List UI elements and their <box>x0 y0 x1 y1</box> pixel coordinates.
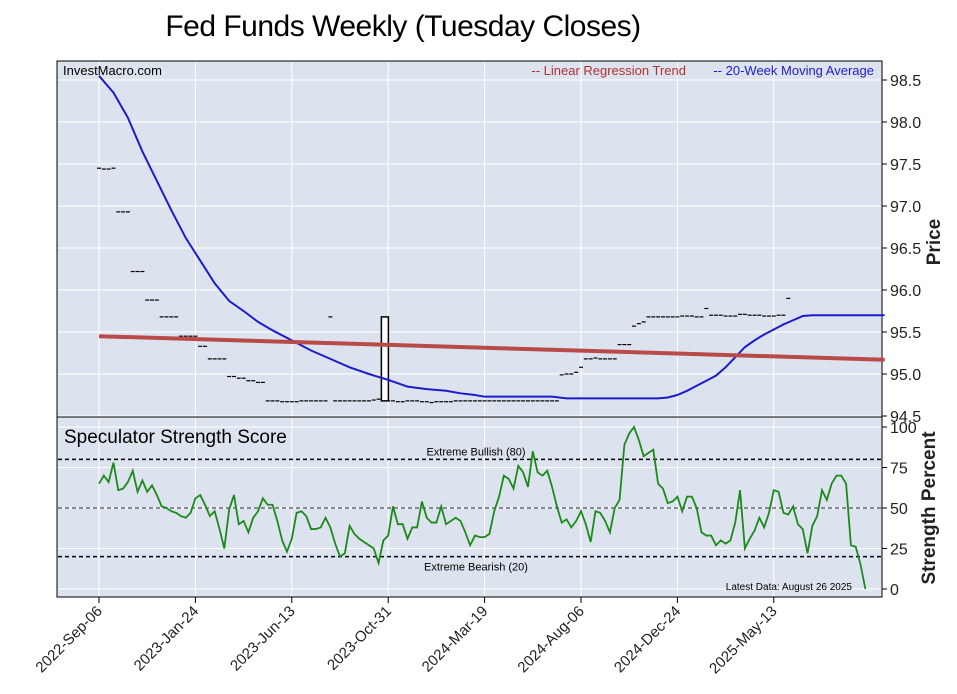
latest-data-note: Latest Data: August 26 2025 <box>726 582 853 593</box>
price-spike-candle <box>380 316 390 402</box>
chart-title: Fed Funds Weekly (Tuesday Closes) <box>165 10 641 43</box>
strength-panel-title: Speculator Strength Score <box>64 427 287 448</box>
x-tick-label: 2024-Aug-06 <box>514 603 587 676</box>
strength-y-axis: 100 75 50 25 0 <box>882 420 917 599</box>
x-axis: 2022-Sep-06 2023-Jan-24 2023-Jun-13 2023-Oc… <box>32 597 781 678</box>
price-marks <box>97 75 885 404</box>
x-tick-label: 2022-Sep-06 <box>32 603 105 676</box>
strength-tick-label: 75 <box>890 461 908 478</box>
x-tick-label: 2025-May-13 <box>706 603 781 678</box>
legend-regression: -- Linear Regression Trend <box>531 63 686 78</box>
strength-axis-label: Strength Percent <box>919 431 940 585</box>
price-axis-label: Price <box>924 219 945 265</box>
regression-trend-line <box>98 334 885 362</box>
strength-tick-label: 50 <box>890 501 908 518</box>
strength-tick-label: 25 <box>890 542 908 559</box>
x-tick-label: 2023-Oct-31 <box>324 603 395 674</box>
price-tick-label: 98.5 <box>890 73 921 90</box>
reference-label-20: Extreme Bearish (20) <box>424 562 528 574</box>
price-tick-label: 97.5 <box>890 157 921 174</box>
reference-label-80: Extreme Bullish (80) <box>426 446 525 458</box>
strength-score-line <box>98 425 867 590</box>
x-tick-label: 2023-Jan-24 <box>131 603 203 675</box>
strength-panel <box>56 416 883 598</box>
strength-tick-label: 0 <box>890 582 899 599</box>
moving-average-line <box>98 75 885 400</box>
price-panel <box>56 60 883 418</box>
price-tick-label: 98.0 <box>890 115 921 132</box>
price-grid <box>58 62 881 417</box>
price-tick-label: 96.5 <box>890 241 921 258</box>
price-tick-label: 95.5 <box>890 325 921 342</box>
x-tick-label: 2023-Jun-13 <box>227 603 299 675</box>
x-tick-label: 2024-Mar-19 <box>419 603 492 676</box>
source-label: InvestMacro.com <box>63 63 162 78</box>
strength-grid <box>58 418 881 596</box>
x-tick-label: 2024-Dec-24 <box>611 603 684 676</box>
strength-marks: Extreme Bullish (80) Extreme Bearish (20) <box>58 425 881 590</box>
price-tick-label: 96.0 <box>890 283 921 300</box>
price-tick-label: 95.0 <box>890 367 921 384</box>
legend-moving-average: -- 20-Week Moving Average <box>713 63 874 78</box>
price-tick-label: 94.5 <box>890 409 921 426</box>
price-tick-label: 97.0 <box>890 199 921 216</box>
strength-tick-label: 100 <box>890 420 917 437</box>
price-y-axis: 98.5 98.0 97.5 97.0 96.5 96.0 95.5 95.0 94.5 <box>882 73 921 426</box>
